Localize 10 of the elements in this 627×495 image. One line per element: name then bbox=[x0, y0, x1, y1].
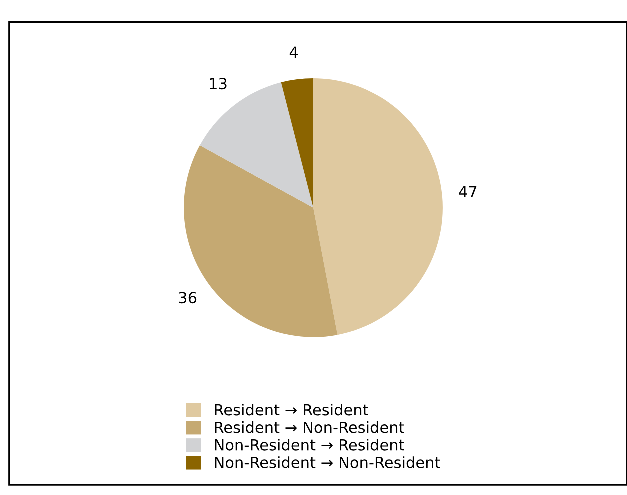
data-label: 4 bbox=[290, 46, 298, 58]
data-label: 47 bbox=[459, 186, 477, 198]
legend-label: Non-Resident → Non-Resident bbox=[215, 456, 440, 468]
legend-label: Non-Resident → Resident bbox=[215, 439, 404, 451]
legend-label: Resident → Non-Resident bbox=[215, 421, 404, 434]
pie-slice bbox=[281, 78, 314, 208]
legend-label: Resident → Resident bbox=[215, 404, 368, 416]
pie-slice bbox=[314, 78, 443, 336]
data-label: 36 bbox=[179, 292, 197, 304]
data-label: 13 bbox=[210, 78, 227, 90]
